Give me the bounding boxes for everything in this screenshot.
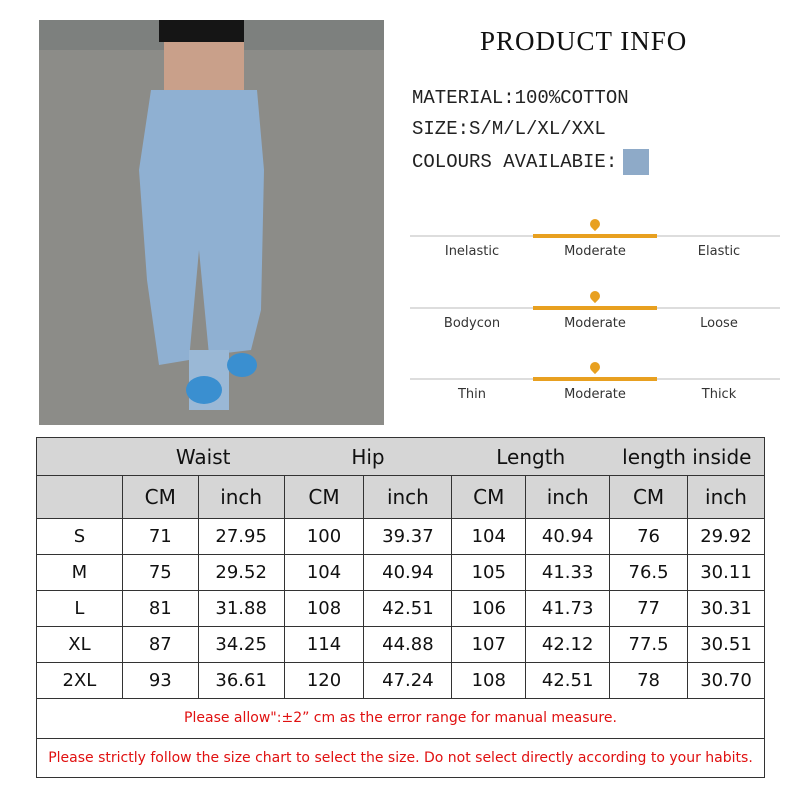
colours-text: COLOURS AVAILABIE: — [412, 151, 618, 174]
size-cell: 2XL — [36, 662, 123, 699]
page-title: PRODUCT INFO — [480, 26, 688, 56]
pin-icon — [587, 359, 603, 375]
scale-label-right: Loose — [700, 316, 738, 331]
header-hip: Hip — [284, 437, 452, 476]
unit-header: CM — [283, 475, 365, 519]
measure-cell: 75 — [121, 554, 199, 591]
measure-cell: 106 — [451, 590, 527, 627]
table-row: L 81 31.88 108 42.51 106 41.73 77 30.31 — [36, 590, 765, 627]
measure-cell: 42.51 — [363, 590, 453, 627]
size-cell: S — [36, 518, 123, 555]
table-row: M 75 29.52 104 40.94 105 41.33 76.5 30.11 — [36, 554, 765, 591]
measure-cell: 71 — [121, 518, 199, 555]
corner-cell — [36, 475, 123, 519]
colours-row: COLOURS AVAILABIE: — [412, 149, 650, 175]
scale-label-mid: Moderate — [564, 244, 626, 259]
measure-cell: 107 — [451, 626, 527, 663]
measure-cell: 76.5 — [609, 554, 689, 591]
unit-header: CM — [609, 475, 689, 519]
table-row: XL 87 34.25 114 44.88 107 42.12 77.5 30.51 — [36, 626, 765, 663]
scale-label-mid: Moderate — [564, 316, 626, 331]
measure-cell: 39.37 — [363, 518, 453, 555]
measure-cell: 76 — [609, 518, 689, 555]
corner-cell — [36, 437, 123, 476]
measure-cell: 81 — [121, 590, 199, 627]
measure-cell: 40.94 — [363, 554, 453, 591]
measure-cell: 104 — [283, 554, 365, 591]
model-jeans-illustration — [39, 20, 384, 425]
measure-cell: 47.24 — [363, 662, 453, 699]
size-advice-note: Please strictly follow the size chart to… — [36, 737, 765, 778]
measure-cell: 104 — [451, 518, 527, 555]
measure-cell: 87 — [121, 626, 199, 663]
measure-cell: 78 — [609, 662, 689, 699]
size-cell: L — [36, 590, 123, 627]
measure-cell: 120 — [283, 662, 365, 699]
measure-cell: 42.51 — [525, 662, 611, 699]
colour-swatch — [623, 149, 650, 175]
measure-cell: 77 — [609, 590, 689, 627]
table-row: 2XL 93 36.61 120 47.24 108 42.51 78 30.70 — [36, 662, 765, 699]
product-photo — [39, 20, 384, 425]
header-length-inside: length inside — [609, 437, 765, 476]
scale-label-left: Thin — [457, 387, 487, 402]
unit-header: inch — [525, 475, 611, 519]
unit-header-row: CM inch CM inch CM inch CM inch — [36, 475, 765, 519]
measure-cell: 40.94 — [525, 518, 611, 555]
unit-header: CM — [451, 475, 527, 519]
measure-cell: 114 — [283, 626, 365, 663]
header-length: Length — [451, 437, 610, 476]
header-waist: Waist — [122, 437, 285, 476]
group-header-row: Waist Hip Length length inside — [36, 437, 765, 476]
pin-icon — [587, 288, 603, 304]
scale-label-right: Thick — [701, 387, 737, 402]
measure-cell: 27.95 — [197, 518, 285, 555]
measure-cell: 30.31 — [687, 590, 765, 627]
table-row: S 71 27.95 100 39.37 104 40.94 76 29.92 — [36, 518, 765, 555]
unit-header: inch — [687, 475, 765, 519]
stretch-scale: Inelastic Moderate Elastic — [410, 211, 780, 261]
measure-cell: 108 — [451, 662, 527, 699]
scale-label-left: Bodycon — [443, 316, 501, 331]
measure-cell: 41.73 — [525, 590, 611, 627]
measure-cell: 29.52 — [197, 554, 285, 591]
measure-cell: 93 — [121, 662, 199, 699]
measure-cell: 41.33 — [525, 554, 611, 591]
measure-cell: 100 — [283, 518, 365, 555]
unit-header: inch — [197, 475, 285, 519]
scale-label-mid: Moderate — [564, 387, 626, 402]
measure-cell: 30.51 — [687, 626, 765, 663]
size-chart-table: Waist Hip Length length inside CM inch CM i… — [36, 437, 765, 778]
measure-cell: 108 — [283, 590, 365, 627]
size-cell: XL — [36, 626, 123, 663]
measure-cell: 30.11 — [687, 554, 765, 591]
measure-cell: 30.70 — [687, 662, 765, 699]
scale-label-right: Elastic — [697, 244, 741, 259]
measure-cell: 105 — [451, 554, 527, 591]
pin-icon — [587, 216, 603, 232]
material-text: MATERIAL:100%COTTON — [412, 87, 629, 109]
unit-header: inch — [363, 475, 453, 519]
measure-cell: 36.61 — [197, 662, 285, 699]
scale-label-left: Inelastic — [444, 244, 500, 259]
measure-cell: 44.88 — [363, 626, 453, 663]
scale-selected-segment — [533, 234, 657, 238]
error-range-note: Please allow":±2” cm as the error range … — [36, 698, 765, 739]
thickness-scale: Thin Moderate Thick — [410, 354, 780, 404]
measure-cell: 34.25 — [197, 626, 285, 663]
measure-cell: 77.5 — [609, 626, 689, 663]
size-text: SIZE:S/M/L/XL/XXL — [412, 118, 606, 140]
fit-scale: Bodycon Moderate Loose — [410, 283, 780, 333]
measure-cell: 31.88 — [197, 590, 285, 627]
measure-cell: 42.12 — [525, 626, 611, 663]
unit-header: CM — [121, 475, 199, 519]
size-cell: M — [36, 554, 123, 591]
measure-cell: 29.92 — [687, 518, 765, 555]
